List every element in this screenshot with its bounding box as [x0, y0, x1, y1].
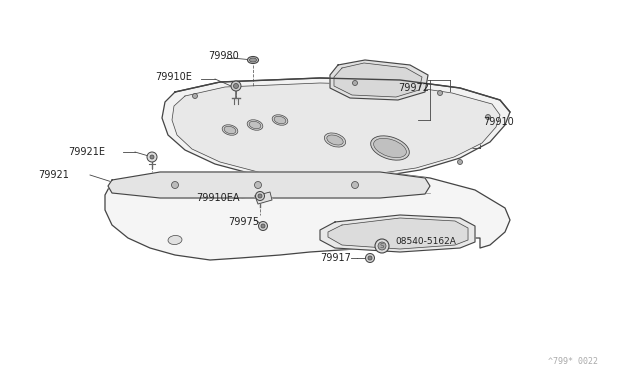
Ellipse shape — [168, 235, 182, 244]
Ellipse shape — [247, 120, 263, 130]
Text: 08540-5162A: 08540-5162A — [395, 237, 456, 246]
Circle shape — [172, 182, 179, 189]
Text: 79917: 79917 — [320, 253, 351, 263]
Ellipse shape — [274, 116, 286, 124]
Text: ^799* 0022: ^799* 0022 — [548, 357, 598, 366]
Text: 79980: 79980 — [208, 51, 239, 61]
Ellipse shape — [250, 58, 257, 62]
Circle shape — [258, 194, 262, 198]
Circle shape — [378, 242, 386, 250]
Circle shape — [193, 93, 198, 99]
Circle shape — [234, 83, 239, 89]
Circle shape — [438, 90, 442, 96]
Ellipse shape — [224, 126, 236, 134]
Ellipse shape — [324, 133, 346, 147]
Circle shape — [368, 256, 372, 260]
Polygon shape — [255, 192, 272, 204]
Circle shape — [147, 152, 157, 162]
Text: 79910EA: 79910EA — [196, 193, 239, 203]
Text: 79921: 79921 — [38, 170, 69, 180]
Circle shape — [365, 253, 374, 263]
Polygon shape — [172, 83, 500, 177]
Ellipse shape — [353, 238, 367, 247]
Text: 79910E: 79910E — [155, 72, 192, 82]
Polygon shape — [328, 218, 468, 249]
Ellipse shape — [222, 125, 238, 135]
Polygon shape — [334, 63, 422, 97]
Circle shape — [261, 224, 265, 228]
Circle shape — [259, 221, 268, 231]
Polygon shape — [108, 172, 430, 198]
Polygon shape — [320, 215, 475, 252]
Ellipse shape — [249, 121, 261, 129]
Ellipse shape — [374, 138, 406, 158]
Ellipse shape — [272, 115, 288, 125]
Ellipse shape — [248, 57, 259, 64]
Polygon shape — [162, 78, 510, 180]
Circle shape — [255, 182, 262, 189]
Circle shape — [353, 80, 358, 86]
Text: 79972: 79972 — [398, 83, 429, 93]
Circle shape — [486, 115, 490, 119]
Circle shape — [231, 81, 241, 91]
Ellipse shape — [371, 136, 410, 160]
Circle shape — [458, 160, 463, 164]
Ellipse shape — [327, 135, 343, 145]
Circle shape — [255, 192, 264, 201]
Circle shape — [351, 182, 358, 189]
Text: 79910: 79910 — [483, 117, 514, 127]
Polygon shape — [330, 60, 428, 100]
Circle shape — [150, 155, 154, 159]
Text: S: S — [380, 243, 384, 249]
Circle shape — [375, 239, 389, 253]
Text: 79921E: 79921E — [68, 147, 105, 157]
Polygon shape — [105, 173, 510, 260]
Text: 79975: 79975 — [228, 217, 259, 227]
